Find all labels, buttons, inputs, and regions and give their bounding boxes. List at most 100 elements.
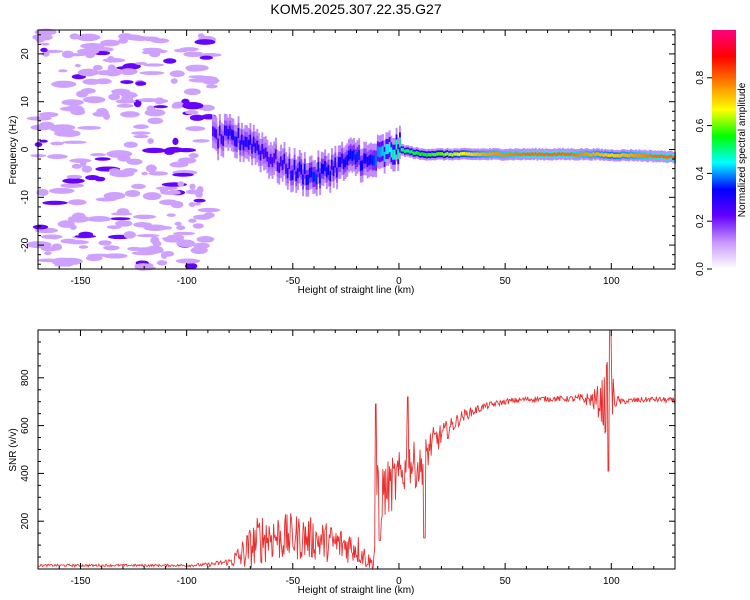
spectrogram-cell [132, 214, 157, 220]
spectrogram-ridge-cell [612, 154, 615, 158]
spectrogram-cell [188, 201, 196, 207]
spectrogram-ridge-cell [273, 153, 276, 164]
spectrogram-ridge-cell [499, 152, 502, 157]
spectrogram-ridge-cell [266, 151, 269, 162]
spectrogram-ridge-cell [264, 147, 267, 158]
spectrogram-ridge-cell [325, 167, 328, 178]
spectrogram-cell [77, 125, 102, 130]
spectrogram-ridge-cell [609, 153, 612, 158]
spectrogram-ridge-cell [298, 161, 301, 172]
spectrogram-cell [107, 64, 116, 73]
spectrogram-ridge-cell [539, 152, 542, 157]
spectrogram-cell [145, 164, 157, 173]
spectrogram-ridge-cell [478, 152, 481, 157]
spectrogram-ridge-cell [407, 149, 410, 153]
spectrogram-cell [190, 246, 208, 255]
spectrogram-cell [39, 121, 55, 129]
spectrogram-ridge-cell [317, 162, 320, 173]
spectrogram-cell [194, 39, 216, 45]
spectrogram-ridge-cell [230, 129, 233, 140]
spectrogram-cell [100, 39, 121, 47]
spectrogram-cell [51, 243, 63, 251]
spectrogram-ridge-cell [247, 139, 250, 150]
spectrogram-ridge-cell [621, 153, 624, 157]
spectrogram-ridge-cell [602, 153, 605, 158]
spectrogram-ridge-cell [507, 152, 510, 157]
spectrogram-ridge-cell [412, 151, 415, 155]
spectrogram-ridge-cell [254, 143, 257, 154]
spectrogram-ridge-cell [466, 152, 469, 156]
spectrogram-ridge-cell [239, 140, 242, 151]
spectrogram-cell [162, 250, 175, 257]
spectrogram-cell [50, 124, 76, 131]
spectrogram-ridge-cell [366, 156, 369, 167]
spectrogram-cell [179, 47, 199, 52]
spectrogram-ridge-cell [451, 153, 454, 157]
spectrogram-ridge-cell [257, 144, 260, 155]
spectrogram-ridge-cell [237, 128, 240, 139]
spectrogram-ridge-cell [653, 154, 656, 158]
spectrogram-cell [41, 51, 50, 57]
spectrogram-cell [42, 200, 68, 205]
spectrogram-ridge-cell [485, 152, 488, 157]
spectrogram-y-tick-label: -20 [20, 237, 31, 252]
spectrogram-ridge-cell [619, 154, 622, 158]
spectrogram-ridge-cell [354, 154, 357, 165]
snr-x-tick-label: 0 [396, 576, 402, 587]
spectrogram-x-tick-label: 100 [603, 276, 620, 287]
spectrogram-ridge-cell [584, 152, 587, 157]
spectrogram-cell [81, 88, 96, 94]
spectrogram-ridge-cell [342, 159, 345, 170]
spectrogram-cell [86, 216, 112, 222]
spectrogram-ridge-cell [624, 153, 627, 158]
spectrogram-ridge-cell [629, 152, 632, 157]
spectrogram-cell [123, 231, 136, 239]
spectrogram-ridge-cell [548, 152, 551, 157]
colorbar-ticks: 0.0 0.2 0.4 0.6 0.8 [695, 70, 712, 276]
spectrogram-cell [95, 197, 117, 202]
spectrogram-ridge-cell [495, 152, 498, 156]
spectrogram-cell [153, 105, 168, 109]
spectrogram-ridge-cell [285, 163, 288, 174]
spectrogram-ridge-cell [358, 149, 361, 160]
spectrogram-ridge-cell [614, 154, 617, 158]
snr-series [38, 329, 676, 570]
colorbar-tick-label: 0.0 [695, 262, 706, 276]
spectrogram-ridge-cell [524, 152, 527, 157]
spectrogram-cell [159, 187, 169, 194]
spectrogram-ridge-cell [229, 125, 231, 136]
snr-x-tick-label: -150 [70, 576, 90, 587]
spectrogram-cell [36, 188, 49, 197]
spectrogram-ridge-cell [482, 152, 485, 156]
spectrogram-cell [131, 131, 151, 135]
spectrogram-cell [182, 101, 204, 110]
spectrogram-ridge-cell [249, 134, 252, 145]
spectrogram-ridge-cell [297, 168, 299, 179]
spectrogram-ridge-cell [307, 174, 310, 185]
snr-y-tick-label: 800 [20, 369, 31, 386]
spectrogram-ridge-cell [261, 144, 264, 155]
snr-y-tick-label: 400 [20, 465, 31, 482]
spectrogram-ridge-cell [212, 126, 215, 137]
spectrogram-ridge-cell [439, 152, 442, 156]
spectrogram-cell [71, 163, 82, 169]
spectrogram-noise-cells [25, 28, 222, 271]
spectrogram-ridge-cell [473, 152, 476, 156]
spectrogram-ridge-cell [546, 152, 549, 157]
spectrogram-cell [38, 112, 59, 118]
spectrogram-cell [48, 187, 75, 194]
spectrogram-cell [81, 165, 93, 173]
spectrogram-ridge-cell [410, 149, 413, 154]
spectrogram-cell [109, 217, 131, 221]
spectrogram-cell [172, 137, 179, 146]
spectrogram-ridge-cell [393, 149, 396, 160]
spectrogram-ridge-cell [293, 159, 296, 170]
spectrogram-ridge-cell [215, 129, 218, 140]
spectrogram-ridge-cell [550, 152, 553, 157]
spectrogram-cell [166, 213, 176, 217]
spectrogram-ridge-cell [592, 152, 595, 156]
spectrogram-ridge-cell [604, 152, 607, 157]
spectrogram-ridge-cell [259, 150, 262, 161]
spectrogram-cell [193, 198, 206, 203]
spectrogram-cell [78, 231, 94, 238]
